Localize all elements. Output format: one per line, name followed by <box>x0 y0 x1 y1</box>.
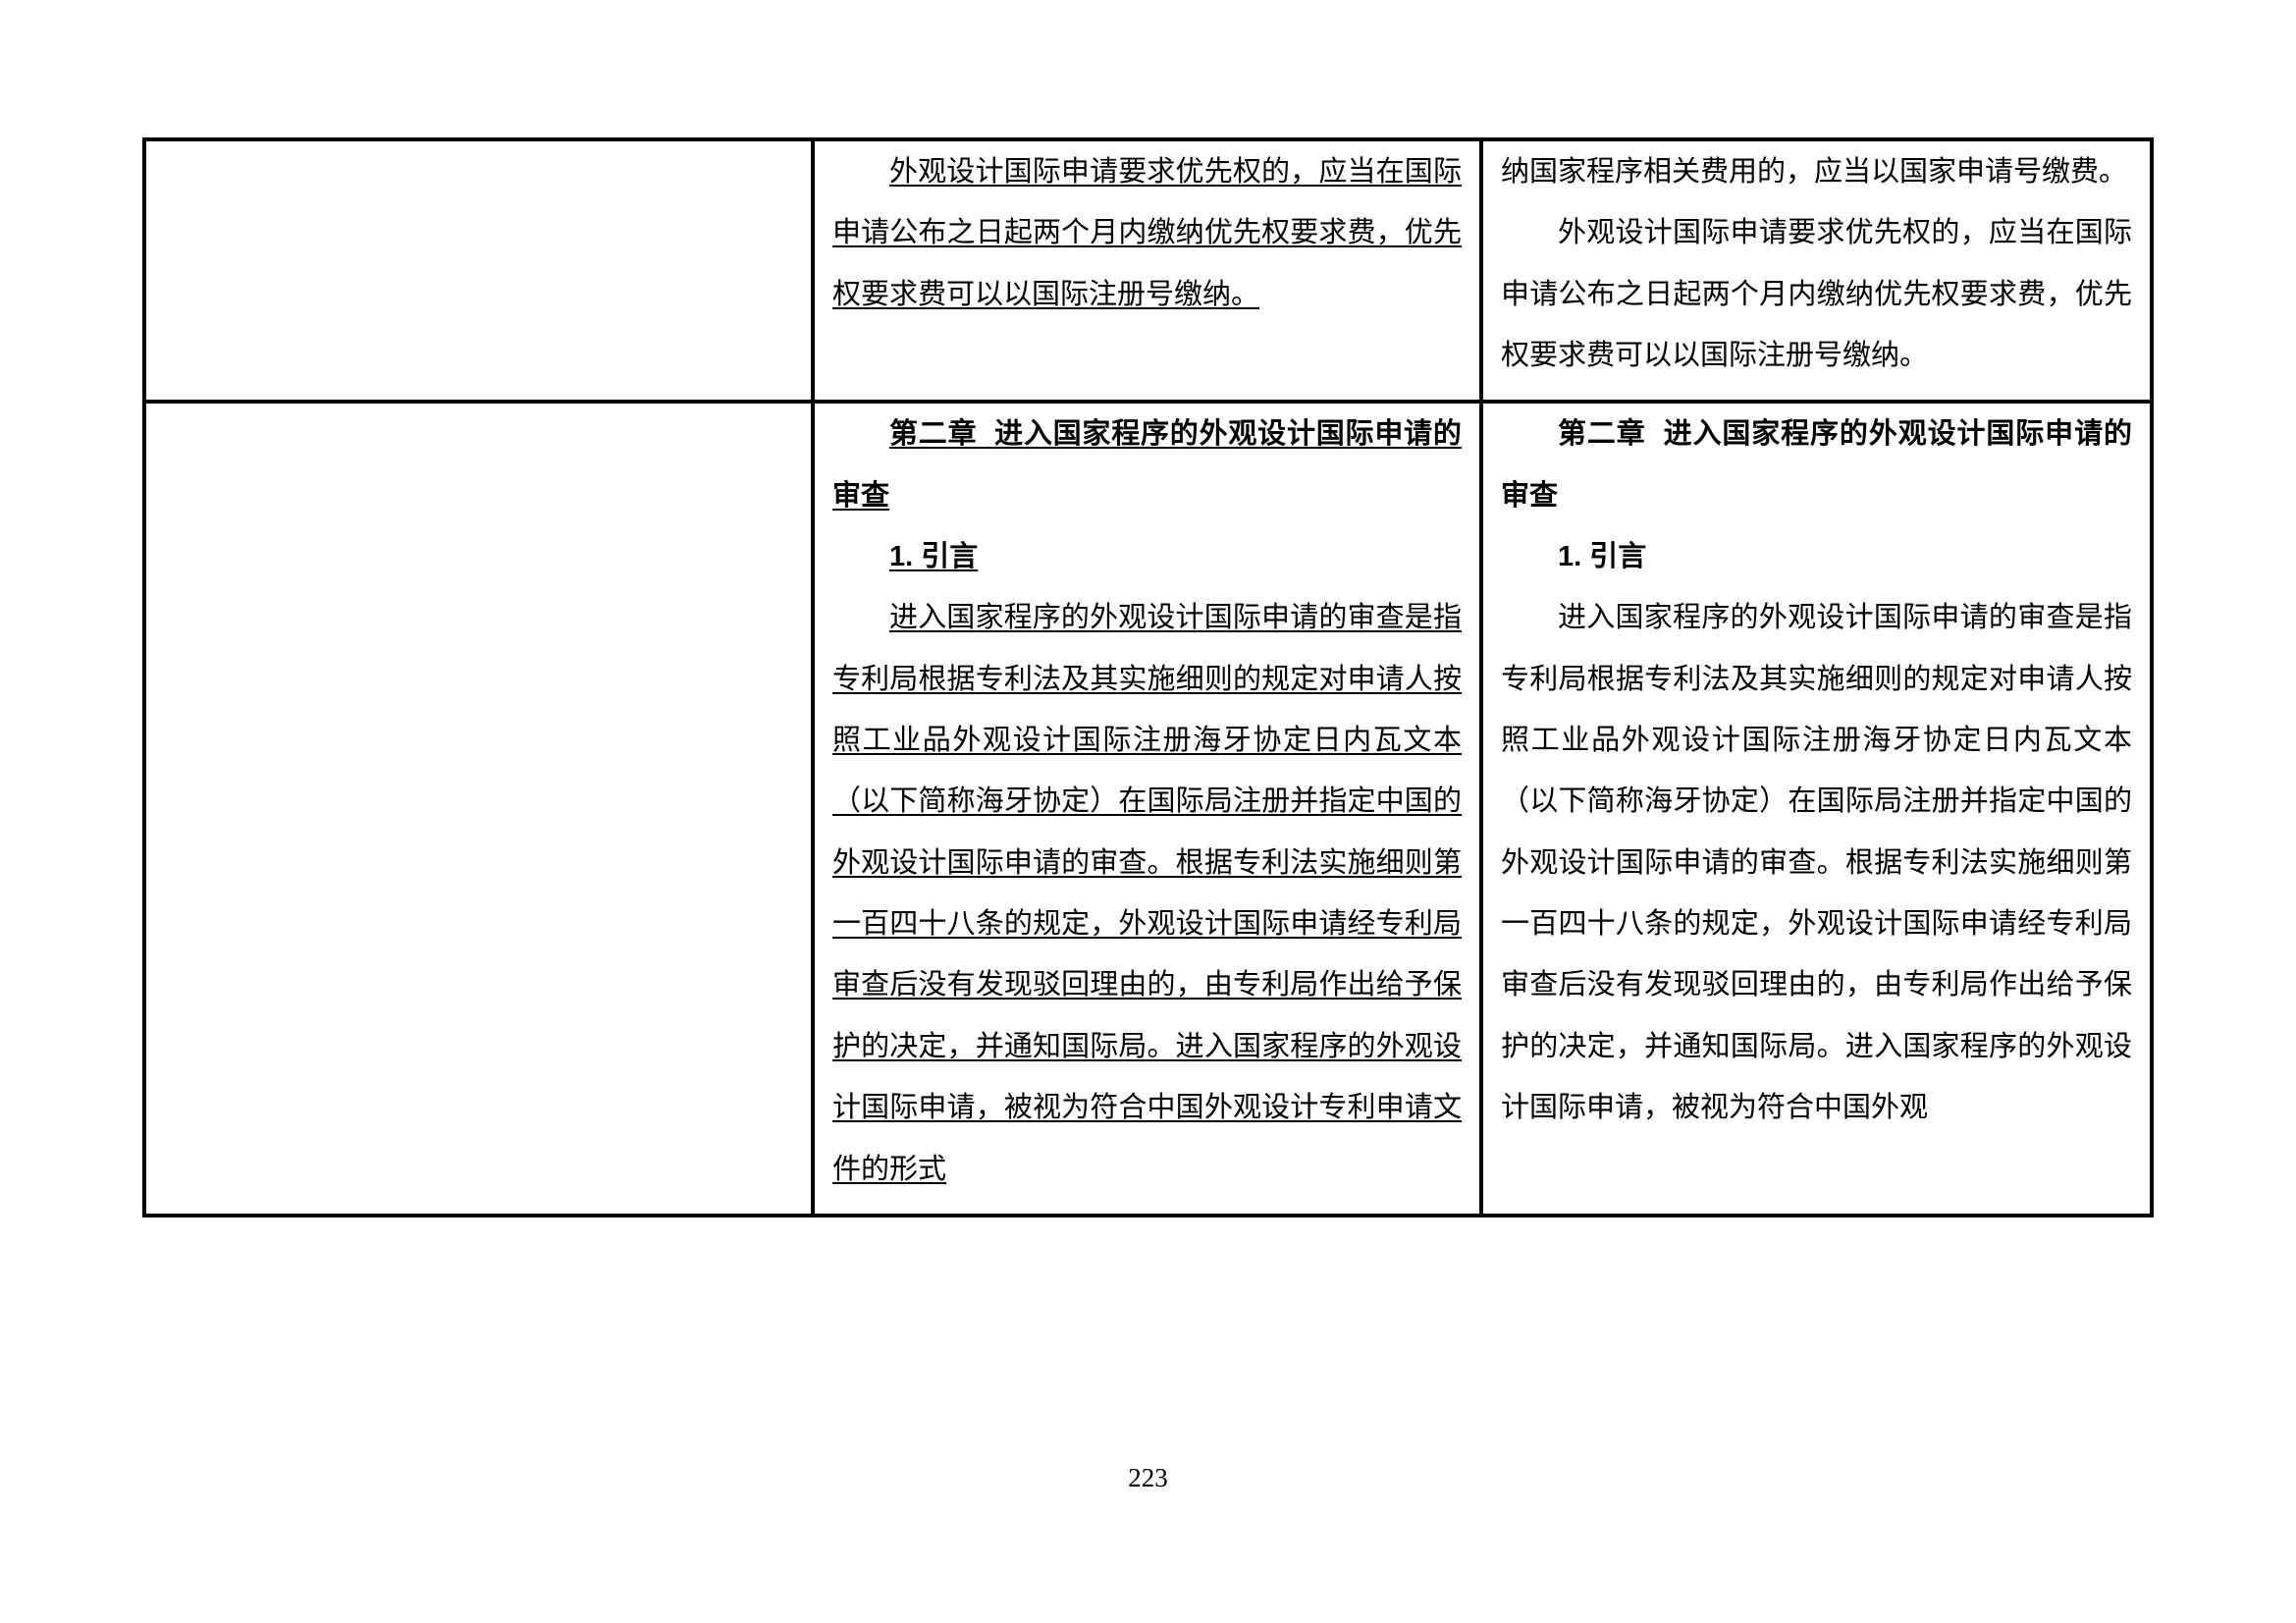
section-number: 1. 引言 <box>889 541 978 572</box>
page-number: 223 <box>0 1463 2296 1493</box>
table-row: 外观设计国际申请要求优先权的，应当在国际申请公布之日起两个月内缴纳优先权要求费，… <box>144 139 2152 402</box>
underlined-body: 进入国家程序的外观设计国际申请的审查是指专利局根据专利法及其实施细则的规定对申请… <box>832 602 1462 1184</box>
table-row: 第二章 进入国家程序的外观设计国际申请的审查 1. 引言 进入国家程序的外观设计… <box>144 402 2152 1215</box>
heading-prefix: 第二章 <box>889 418 977 450</box>
section-heading: 1. 引言 <box>1501 526 2132 587</box>
paragraph: 外观设计国际申请要求优先权的，应当在国际申请公布之日起两个月内缴纳优先权要求费，… <box>1501 202 2132 386</box>
cell-left-2 <box>144 402 813 1215</box>
paragraph: 进入国家程序的外观设计国际申请的审查是指专利局根据专利法及其实施细则的规定对申请… <box>832 587 1462 1199</box>
section-number: 1. 引言 <box>1558 541 1646 572</box>
chapter-heading: 第二章 进入国家程序的外观设计国际申请的审查 <box>1501 404 2132 526</box>
section-heading: 1. 引言 <box>832 526 1462 587</box>
underlined-text: 外观设计国际申请要求优先权的，应当在国际申请公布之日起两个月内缴纳优先权要求费，… <box>832 156 1462 310</box>
cell-right-1: 纳国家程序相关费用的，应当以国家申请号缴费。 外观设计国际申请要求优先权的，应当… <box>1481 139 2152 402</box>
document-page: 外观设计国际申请要求优先权的，应当在国际申请公布之日起两个月内缴纳优先权要求费，… <box>0 0 2296 1623</box>
paragraph: 外观设计国际申请要求优先权的，应当在国际申请公布之日起两个月内缴纳优先权要求费，… <box>832 141 1462 325</box>
heading-prefix: 第二章 <box>1558 418 1646 450</box>
chapter-heading: 第二章 进入国家程序的外观设计国际申请的审查 <box>832 404 1462 526</box>
cell-mid-1: 外观设计国际申请要求优先权的，应当在国际申请公布之日起两个月内缴纳优先权要求费，… <box>813 139 1481 402</box>
paragraph: 纳国家程序相关费用的，应当以国家申请号缴费。 <box>1501 141 2132 202</box>
cell-left-1 <box>144 139 813 402</box>
comparison-table: 外观设计国际申请要求优先权的，应当在国际申请公布之日起两个月内缴纳优先权要求费，… <box>142 137 2154 1217</box>
cell-mid-2: 第二章 进入国家程序的外观设计国际申请的审查 1. 引言 进入国家程序的外观设计… <box>813 402 1481 1215</box>
cell-right-2: 第二章 进入国家程序的外观设计国际申请的审查 1. 引言 进入国家程序的外观设计… <box>1481 402 2152 1215</box>
paragraph: 进入国家程序的外观设计国际申请的审查是指专利局根据专利法及其实施细则的规定对申请… <box>1501 587 2132 1138</box>
